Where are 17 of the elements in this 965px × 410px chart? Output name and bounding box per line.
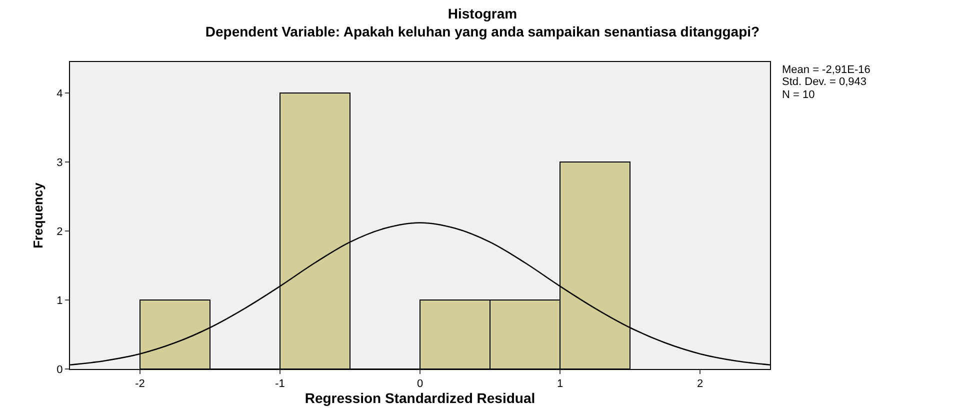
y-tick-label: 3 bbox=[56, 156, 63, 169]
x-tick-label: -1 bbox=[275, 378, 285, 390]
chart-subtitle: Dependent Variable: Apakah keluhan yang anda sampaikan senantiasa ditanggapi? bbox=[205, 24, 760, 40]
y-tick-label: 1 bbox=[56, 294, 63, 307]
y-tick-label: 2 bbox=[56, 226, 63, 238]
y-tick-label: 4 bbox=[56, 88, 63, 100]
x-tick-label: 1 bbox=[556, 378, 564, 390]
x-tick-label: -2 bbox=[135, 378, 145, 390]
text: Mean = -2,91E-16 bbox=[782, 64, 870, 76]
x-tick-label: 2 bbox=[696, 378, 704, 390]
y-tick-label: 0 bbox=[56, 364, 63, 376]
x-tick-label: 0 bbox=[416, 378, 424, 390]
text: N = 10 bbox=[782, 89, 815, 101]
x-axis-title: Regression Standardized Residual bbox=[304, 390, 536, 406]
y-axis-title: Frequency bbox=[30, 182, 46, 248]
text: Std. Dev. = 0,943 bbox=[782, 76, 866, 88]
chart-title: Histogram bbox=[448, 5, 518, 22]
